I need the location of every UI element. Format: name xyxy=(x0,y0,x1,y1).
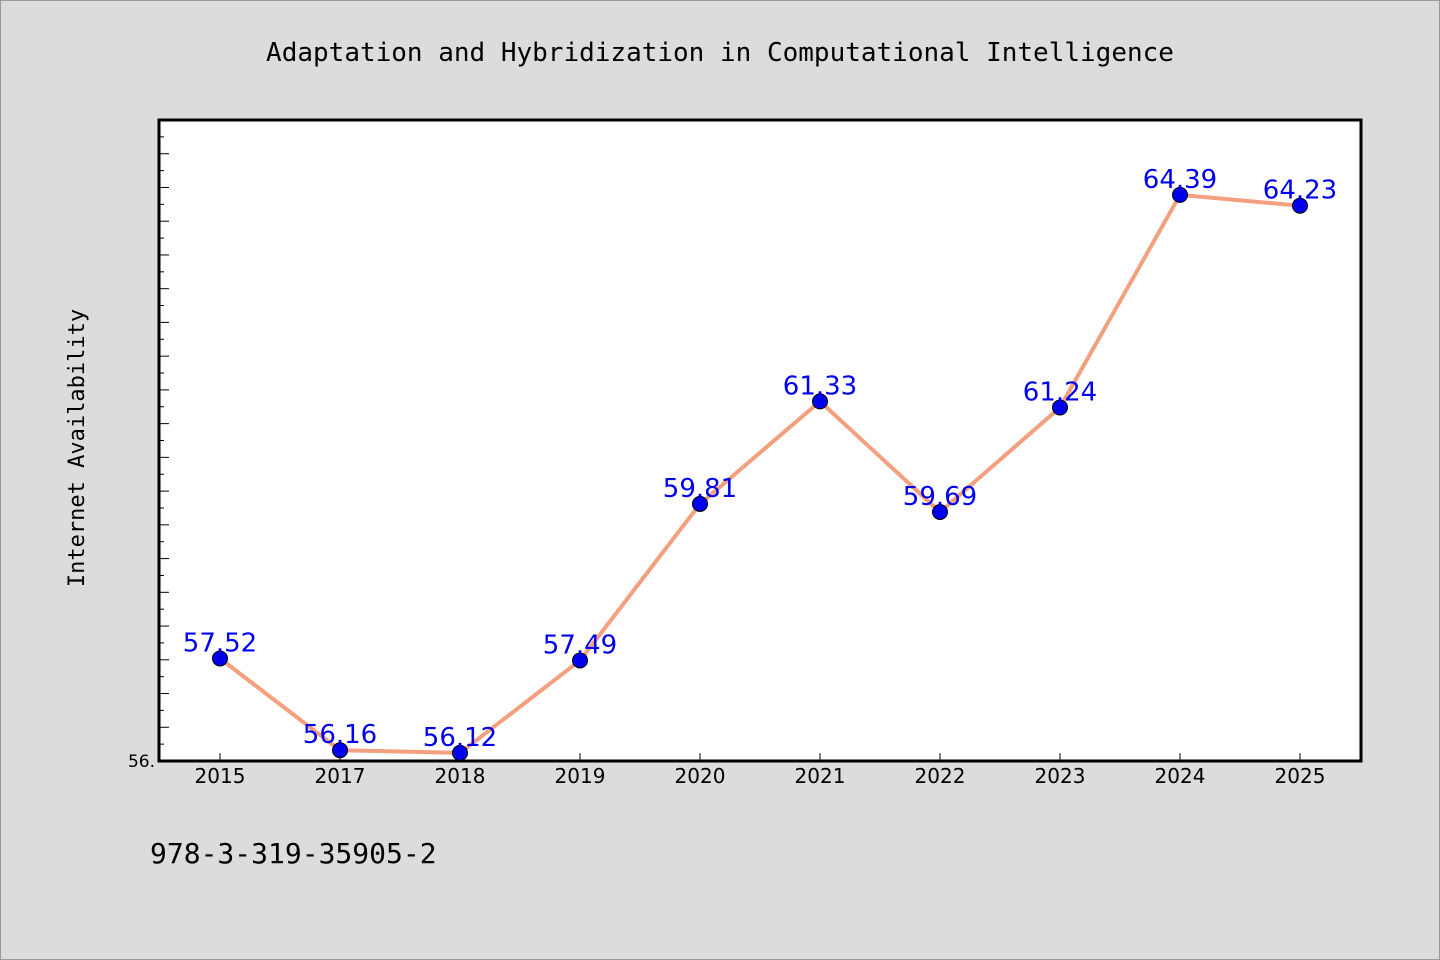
data-label: 61.33 xyxy=(783,371,857,401)
x-tick-label: 2019 xyxy=(555,764,606,788)
x-tick-label: 2024 xyxy=(1155,764,1206,788)
data-point xyxy=(812,393,828,410)
data-label: 64.23 xyxy=(1263,176,1337,206)
data-point xyxy=(1052,399,1068,416)
x-tick-label: 2020 xyxy=(675,764,726,788)
x-axis-tick-labels: 2015 2017 2018 2019 2020 2021 2022 2023 2024 2025 xyxy=(195,764,1326,788)
data-label: 59.69 xyxy=(903,482,977,512)
data-point xyxy=(1292,197,1308,214)
data-label: 57.49 xyxy=(543,630,617,660)
chart-title: Adaptation and Hybridization in Computat… xyxy=(266,38,1174,68)
data-point xyxy=(1172,186,1188,203)
x-tick-label: 2023 xyxy=(1035,764,1086,788)
data-point xyxy=(572,652,588,669)
data-label: 64.39 xyxy=(1143,165,1217,195)
y-axis-label: Internet Availability xyxy=(65,309,90,587)
data-point xyxy=(932,504,948,521)
data-labels: 57.52 56.16 56.12 57.49 59.81 61.33 59.69 61.24… xyxy=(183,165,1337,753)
data-label: 56.16 xyxy=(303,720,377,750)
series-lines xyxy=(218,192,1301,755)
isbn-footer: 978-3-319-35905-2 xyxy=(150,837,437,870)
x-axis-ticks xyxy=(219,753,1301,761)
data-label: 57.52 xyxy=(183,628,257,658)
series-line xyxy=(218,192,1301,755)
y-axis-tick-labels: 56. xyxy=(128,752,155,772)
data-point xyxy=(332,742,348,759)
data-point xyxy=(692,495,708,512)
data-label: 59.81 xyxy=(663,474,737,504)
plot-area xyxy=(157,118,1363,763)
x-tick-label: 2021 xyxy=(795,764,846,788)
y-axis-ticks xyxy=(159,119,169,762)
data-label: 61.24 xyxy=(1023,377,1097,407)
data-point xyxy=(452,744,468,761)
x-tick-label: 2018 xyxy=(435,764,486,788)
x-tick-label: 2015 xyxy=(195,764,246,788)
data-markers xyxy=(212,186,1308,761)
data-point xyxy=(212,650,228,667)
y-tick-label: 56. xyxy=(128,752,155,772)
x-tick-label: 2022 xyxy=(915,764,966,788)
x-tick-label: 2025 xyxy=(1275,764,1326,788)
x-tick-label: 2017 xyxy=(315,764,366,788)
data-label: 56.12 xyxy=(423,723,497,753)
